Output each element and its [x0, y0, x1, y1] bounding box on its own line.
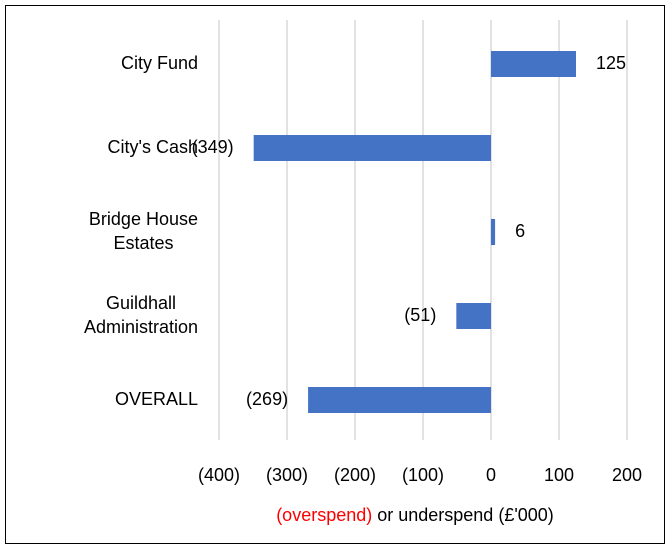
bar	[253, 135, 491, 161]
y-tick-label-line: Administration	[84, 317, 198, 337]
bar	[491, 51, 576, 77]
y-tick-label: Bridge House Estates	[89, 209, 198, 253]
y-tick-label: OVERALL	[115, 389, 198, 409]
data-label: (269)	[246, 389, 288, 409]
bar	[491, 219, 496, 245]
y-tick-label-line: City Fund	[121, 53, 198, 73]
x-tick-label: (300)	[266, 465, 308, 485]
x-tick-label: 0	[486, 465, 496, 485]
data-label: (51)	[404, 305, 436, 325]
y-tick-label: Guildhall Administration	[84, 293, 198, 337]
data-label: 6	[515, 221, 525, 241]
y-tick-label-line: Guildhall	[106, 293, 176, 313]
x-tick-label: 200	[612, 465, 642, 485]
chart-frame	[5, 5, 665, 544]
x-axis-label: (overspend) or underspend (£'000)	[276, 505, 554, 525]
x-tick-label: (200)	[334, 465, 376, 485]
bar	[456, 303, 491, 329]
data-label: 125	[596, 53, 626, 73]
y-tick-label-line: City's Cash	[108, 137, 198, 157]
x-axis-label-part: or underspend (£'000)	[372, 505, 554, 525]
x-tick-label: 100	[544, 465, 574, 485]
y-tick-label-line: Bridge House	[89, 209, 198, 229]
bar	[308, 387, 491, 413]
data-label: (349)	[192, 137, 234, 157]
y-tick-label: City's Cash	[108, 137, 198, 157]
y-tick-label-line: Estates	[113, 233, 173, 253]
x-tick-label: (400)	[198, 465, 240, 485]
y-tick-label-line: OVERALL	[115, 389, 198, 409]
y-tick-label: City Fund	[121, 53, 198, 73]
x-axis-label-part: (overspend)	[276, 505, 372, 525]
x-tick-label: (100)	[402, 465, 444, 485]
